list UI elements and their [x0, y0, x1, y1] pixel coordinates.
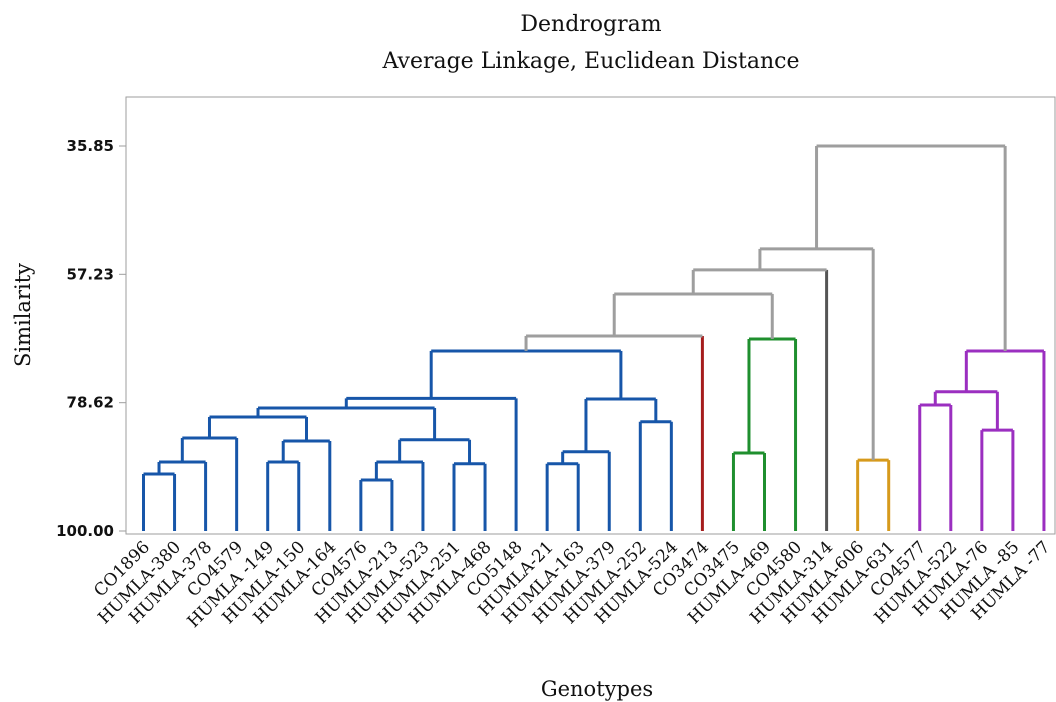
y-tick-label: 78.62 — [67, 394, 114, 412]
y-tick-label: 100.00 — [56, 522, 114, 540]
dendrogram-links — [142, 144, 1046, 531]
x-axis-title: Genotypes — [541, 677, 653, 701]
y-tick-label: 57.23 — [67, 265, 114, 283]
chart-title: Dendrogram — [520, 12, 661, 37]
chart-subtitle: Average Linkage, Euclidean Distance — [382, 49, 800, 74]
y-axis-title: Similarity — [11, 263, 35, 367]
y-tick-label: 35.85 — [67, 137, 114, 155]
plot-frame — [125, 96, 1056, 535]
y-axis: 35.85 57.23 78.62 100.00 — [56, 137, 126, 540]
